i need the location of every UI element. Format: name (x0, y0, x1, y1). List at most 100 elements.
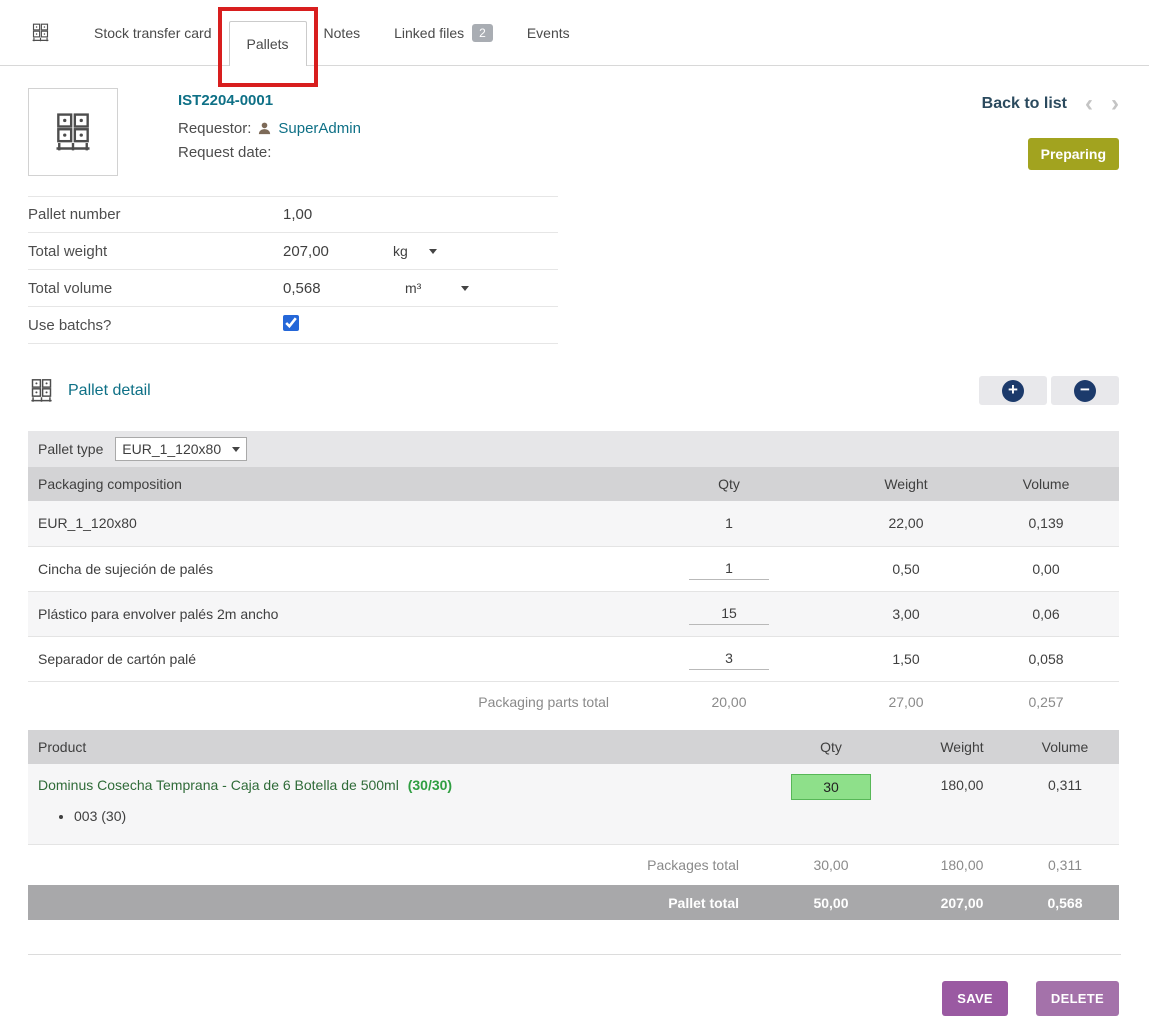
packages-total-volume: 0,311 (1048, 856, 1082, 873)
table-row: Dominus Cosecha Temprana - Caja de 6 Bot… (28, 764, 1119, 845)
packaging-name: Plástico para envolver palés 2m ancho (28, 591, 619, 637)
packaging-parts-total-weight: 27,00 (888, 693, 924, 710)
product-fulfillment: (30/30) (407, 777, 453, 793)
packaging-qty: 1 (619, 501, 839, 547)
remove-pallet-button[interactable]: − (1051, 376, 1119, 405)
batch-item: 003 (30) (74, 808, 739, 824)
pallet-type-select[interactable]: EUR_1_120x80 (115, 437, 248, 461)
add-pallet-button[interactable]: + (979, 376, 1047, 405)
pallet-total-weight: 207,00 (913, 885, 1011, 920)
pallet-type-select-wrap: EUR_1_120x80 (115, 437, 248, 461)
volume-unit-select[interactable]: m³ (405, 278, 471, 298)
total-volume-label: Total volume (28, 279, 113, 297)
pallet-icon (30, 22, 51, 43)
record-info: IST2204-0001 Requestor: SuperAdmin Reque… (178, 88, 361, 176)
pallet-number-row: Pallet number 1,00 (28, 196, 558, 233)
tab-notes[interactable]: Notes (323, 24, 361, 41)
product-volume: 0,311 (1011, 764, 1119, 845)
tab-stock-transfer-card[interactable]: Stock transfer card (94, 24, 212, 41)
packaging-weight: 0,50 (839, 546, 973, 592)
total-volume-value: 0,568 (283, 279, 321, 297)
pallet-total-label: Pallet total (28, 885, 749, 920)
use-batchs-row: Use batchs? (28, 307, 558, 344)
tab-linked-files-label: Linked files (394, 24, 465, 41)
footer-actions: SAVE DELETE (0, 981, 1119, 1016)
pallet-type-row: Pallet type EUR_1_120x80 (28, 431, 1120, 467)
requestor-name[interactable]: SuperAdmin (278, 120, 361, 137)
use-batchs-label: Use batchs? (28, 316, 112, 334)
batch-list: 003 (30) (38, 808, 739, 824)
pallet-detail-tables: Pallet type EUR_1_120x80 Packaging compo… (28, 431, 1121, 920)
pallet-detail-header: Pallet detail + − (28, 376, 1119, 405)
pallet-fields: Pallet number 1,00 Total weight 207,00 k… (28, 196, 558, 344)
total-weight-label: Total weight (28, 242, 108, 260)
pallet-total-row: Pallet total 50,00 207,00 0,568 (28, 885, 1119, 920)
weight-unit-select[interactable]: kg (393, 241, 439, 261)
packages-total-label: Packages total (647, 856, 739, 873)
packages-total-qty: 30,00 (813, 856, 849, 873)
packaging-volume: 0,139 (973, 501, 1120, 547)
tab-pallets[interactable]: Pallets (217, 7, 318, 87)
packaging-volume: 0,058 (973, 636, 1120, 682)
volume-header: Volume (1011, 730, 1119, 764)
packaging-parts-total-row: Packaging parts total 20,00 27,00 0,257 (28, 681, 1119, 722)
pallet-type-label: Pallet type (38, 441, 104, 457)
delete-button[interactable]: DELETE (1035, 981, 1119, 1016)
packaging-parts-total-qty: 20,00 (711, 693, 747, 710)
user-icon (257, 121, 272, 136)
packaging-composition-header: Packaging composition (28, 467, 619, 501)
requestor-label: Requestor: (178, 120, 252, 137)
packages-total-weight: 180,00 (940, 856, 984, 873)
requestor-line: Requestor: SuperAdmin (178, 120, 361, 137)
table-row: Cincha de sujeción de palés 0,50 0,00 (28, 546, 1120, 592)
qty-header: Qty (619, 467, 839, 501)
tab-linked-files[interactable]: Linked files 2 (377, 0, 510, 66)
pallet-number-value: 1,00 (283, 206, 313, 223)
total-weight-value: 207,00 (283, 242, 329, 260)
packaging-qty-input[interactable] (689, 557, 769, 580)
product-header-row: Product Qty Weight Volume (28, 730, 1119, 764)
record-header: IST2204-0001 Requestor: SuperAdmin Reque… (0, 66, 1149, 176)
request-date-label: Request date: (178, 144, 272, 161)
packaging-header-row: Packaging composition Qty Weight Volume (28, 467, 1120, 501)
chevron-right-icon[interactable]: › (1111, 90, 1119, 117)
product-name: Dominus Cosecha Temprana - Caja de 6 Bot… (38, 777, 399, 793)
packaging-parts-total-label: Packaging parts total (478, 693, 609, 710)
use-batchs-checkbox[interactable] (283, 315, 299, 331)
qty-header: Qty (749, 730, 913, 764)
pallet-detail-title: Pallet detail (68, 381, 151, 399)
volume-header: Volume (973, 467, 1120, 501)
record-title: IST2204-0001 (178, 92, 274, 109)
save-button[interactable]: SAVE (942, 981, 1008, 1016)
minus-icon: − (1074, 379, 1096, 402)
back-to-list-link[interactable]: Back to list (981, 95, 1067, 112)
chevron-left-icon[interactable]: ‹ (1085, 90, 1093, 117)
packaging-parts-total-volume: 0,257 (1028, 693, 1064, 710)
record-thumbnail[interactable] (28, 88, 118, 176)
weight-unit-select-wrap: kg (393, 241, 439, 261)
tab-events[interactable]: Events (526, 24, 570, 41)
weight-header: Weight (839, 467, 973, 501)
packaging-qty-input[interactable] (689, 647, 769, 670)
product-table: Product Qty Weight Volume Dominus Cosech… (28, 730, 1119, 920)
total-volume-row: Total volume 0,568 m³ (28, 270, 558, 307)
linked-files-count-badge: 2 (472, 23, 493, 42)
table-row: Plástico para envolver palés 2m ancho 3,… (28, 591, 1120, 637)
volume-unit-select-wrap: m³ (405, 278, 471, 298)
total-weight-row: Total weight 207,00 kg (28, 233, 558, 270)
packaging-name: Cincha de sujeción de palés (28, 546, 619, 592)
status-badge: Preparing (1027, 138, 1119, 170)
packaging-volume: 0,00 (973, 546, 1120, 592)
packaging-weight: 1,50 (839, 636, 973, 682)
product-header: Product (28, 730, 749, 764)
packaging-volume: 0,06 (973, 591, 1120, 637)
record-header-right: Back to list ‹ › Preparing (982, 88, 1119, 176)
packaging-qty-input[interactable] (689, 602, 769, 625)
packages-total-row: Packages total 30,00 180,00 0,311 (28, 844, 1119, 885)
packaging-weight: 3,00 (839, 591, 973, 637)
product-weight: 180,00 (913, 764, 1011, 845)
product-qty-input[interactable] (791, 774, 871, 800)
pallet-number-label: Pallet number (28, 206, 121, 223)
packaging-table: Pallet type EUR_1_120x80 Packaging compo… (28, 431, 1120, 722)
pallet-total-qty: 50,00 (749, 885, 913, 920)
